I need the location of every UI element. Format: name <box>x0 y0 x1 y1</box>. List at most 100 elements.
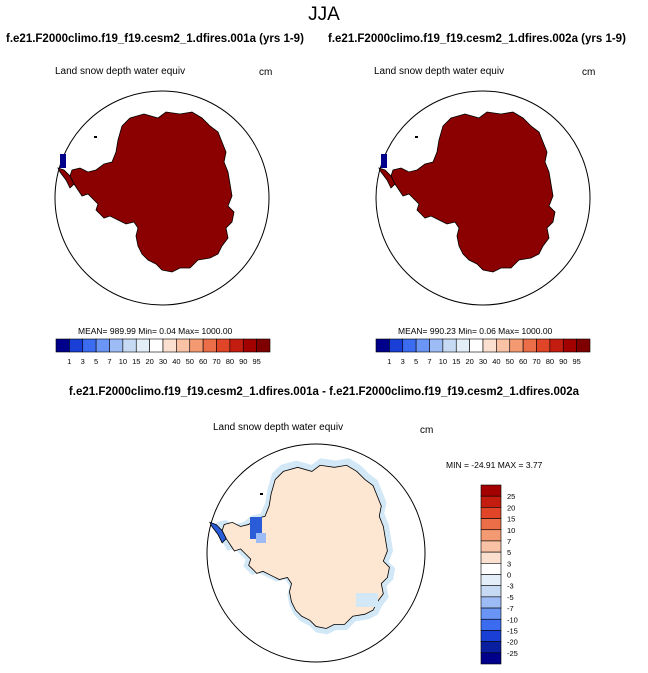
colorbar-left-tick-label: 50 <box>186 357 194 366</box>
diff-title: f.e21.F2000climo.f19_f19.cesm2_1.dfires.… <box>68 386 580 398</box>
colorbar-diff-tick-label: -3 <box>507 582 514 591</box>
colorbar-right-swatch <box>415 338 430 353</box>
page-title: JJA <box>308 4 340 25</box>
colorbar-diff-tick-label: -5 <box>507 593 514 602</box>
colorbar-diff-tick-label: 7 <box>507 537 511 546</box>
colorbar-diff-swatch <box>480 641 502 654</box>
colorbar-left-swatch <box>82 338 97 353</box>
colorbar-diff-swatch <box>480 540 502 553</box>
colorbar-diff-swatch <box>480 529 502 542</box>
colorbar-right-swatch <box>522 338 537 353</box>
colorbar-left-swatch <box>229 338 244 353</box>
stats-diff: MIN = -24.91 MAX = 3.77 <box>446 460 543 470</box>
colorbar-left-tick-label: 1 <box>67 357 71 366</box>
colorbar-right-swatch <box>389 338 404 353</box>
colorbar-right-tick-label: 20 <box>465 357 473 366</box>
colorbar-diff-tick-label: -20 <box>507 638 518 647</box>
colorbar-diff-swatch <box>480 484 502 497</box>
colorbar-diff-tick-label: -15 <box>507 626 518 635</box>
stats-right: MEAN= 990.23 Min= 0.06 Max= 1000.00 <box>398 326 553 336</box>
colorbar-right-swatch <box>496 338 511 353</box>
colorbar-left-swatch <box>95 338 110 353</box>
colorbar-diff-tick-label: 10 <box>507 526 515 535</box>
colorbar-left-swatch <box>256 338 271 353</box>
colorbar-diff-tick-label: 15 <box>507 515 515 524</box>
colorbar-left-swatch <box>55 338 70 353</box>
colorbar-diff-swatch <box>480 551 502 564</box>
colorbar-left-swatch <box>242 338 257 353</box>
colorbar-left-tick-label: 3 <box>81 357 85 366</box>
variable-label-right: Land snow depth water equiv <box>374 66 505 77</box>
colorbar-diff-tick-label: 25 <box>507 492 515 501</box>
colorbar-right-swatch <box>469 338 484 353</box>
colorbar-right-swatch <box>402 338 417 353</box>
colorbar-diff-swatch <box>480 630 502 642</box>
colorbar-left-swatch <box>149 338 164 353</box>
colorbar-left-swatch <box>216 338 231 353</box>
colorbar-right-tick-label: 1 <box>387 357 391 366</box>
variable-label-diff: Land snow depth water equiv <box>213 422 344 433</box>
colorbar-left-tick-label: 15 <box>132 357 140 366</box>
colorbar-left: 1 3 5 7 10 15 20 30 40 50 60 70 80 90 95 <box>55 338 271 366</box>
colorbar-right-swatch <box>576 338 591 353</box>
colorbar-left-tick-label: 95 <box>252 357 260 366</box>
colorbar-diff-swatch <box>480 596 502 609</box>
colorbar-diff-tick-label: 3 <box>507 559 511 568</box>
colorbar-diff-swatch <box>480 607 502 620</box>
colorbar-diff: 25 20 15 10 7 5 3 0 -3 -5 -7 -10 -15 -20 -25 <box>480 484 518 665</box>
case-title-left: f.e21.F2000climo.f19_f19.cesm2_1.dfires.… <box>6 33 304 45</box>
colorbar-right-swatch <box>562 338 577 353</box>
colorbar-right-tick-label: 70 <box>532 357 540 366</box>
colorbar-right-tick-label: 3 <box>401 357 405 366</box>
colorbar-right-tick-label: 5 <box>414 357 418 366</box>
colorbar-left-tick-label: 70 <box>212 357 220 366</box>
colorbar-diff-tick-label: 0 <box>507 571 511 580</box>
colorbar-left-swatch <box>176 338 191 353</box>
colorbar-left-tick-label: 7 <box>107 357 111 366</box>
colorbar-right-swatch <box>482 338 497 353</box>
colorbar-right-swatch <box>375 338 390 353</box>
map-diff <box>206 443 426 663</box>
colorbar-diff-swatch <box>480 495 502 508</box>
colorbar-left-swatch <box>162 338 177 353</box>
colorbar-right-swatch <box>455 338 470 353</box>
units-label-right: cm <box>582 67 596 78</box>
colorbar-diff-swatch <box>480 507 502 519</box>
colorbar-left-tick-label: 60 <box>199 357 207 366</box>
colorbar-diff-tick-label: 5 <box>507 548 511 557</box>
case-title-right: f.e21.F2000climo.f19_f19.cesm2_1.dfires.… <box>328 33 626 45</box>
colorbar-left-swatch <box>135 338 150 353</box>
colorbar-diff-swatch <box>480 574 502 586</box>
colorbar-right-tick-label: 95 <box>572 357 580 366</box>
colorbar-right-swatch <box>536 338 551 353</box>
colorbar-right-tick-label: 90 <box>559 357 567 366</box>
colorbar-left-swatch <box>109 338 124 353</box>
colorbar-right-swatch <box>549 338 564 353</box>
colorbar-left-tick-label: 30 <box>159 357 167 366</box>
colorbar-diff-swatch <box>480 563 502 575</box>
colorbar-diff-swatch <box>480 652 502 665</box>
colorbar-left-swatch <box>189 338 204 353</box>
colorbar-right-tick-label: 7 <box>427 357 431 366</box>
colorbar-left-swatch <box>122 338 137 353</box>
colorbar-right-swatch <box>442 338 457 353</box>
colorbar-diff-tick-label: -10 <box>507 615 518 624</box>
colorbar-diff-tick-label: 20 <box>507 503 515 512</box>
colorbar-right: 1 3 5 7 10 15 20 30 40 50 60 70 80 90 95 <box>375 338 591 366</box>
colorbar-left-swatch <box>202 338 217 353</box>
colorbar-diff-tick-label: -7 <box>507 604 514 613</box>
colorbar-right-tick-label: 40 <box>492 357 500 366</box>
colorbar-right-tick-label: 80 <box>546 357 554 366</box>
colorbar-left-tick-label: 90 <box>239 357 247 366</box>
colorbar-left-tick-label: 40 <box>172 357 180 366</box>
colorbar-right-swatch <box>509 338 524 353</box>
colorbar-right-tick-label: 10 <box>439 357 447 366</box>
colorbar-diff-tick-label: -25 <box>507 649 518 658</box>
map-right <box>375 90 591 306</box>
units-label-diff: cm <box>420 425 434 436</box>
variable-label-left: Land snow depth water equiv <box>55 66 186 77</box>
colorbar-right-swatch <box>429 338 444 353</box>
stats-left: MEAN= 989.99 Min= 0.04 Max= 1000.00 <box>78 326 233 336</box>
colorbar-diff-swatch <box>480 585 502 598</box>
